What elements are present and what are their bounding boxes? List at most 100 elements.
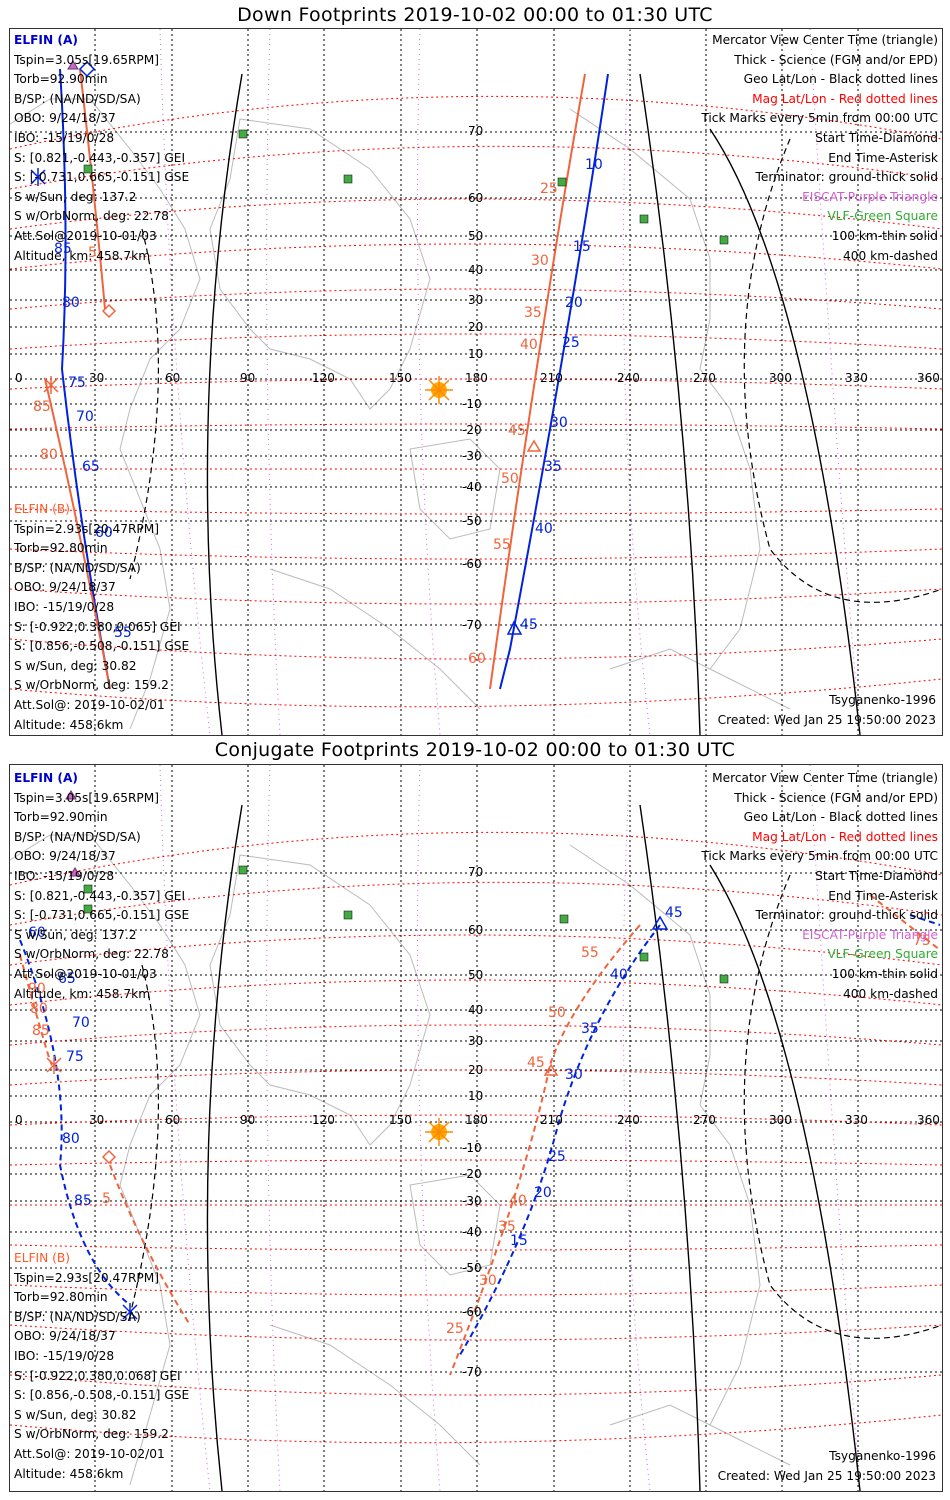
track-label: 15 [510,1233,528,1249]
legend-item: Start Time-Diamond [815,868,938,883]
info-line: S: [-0.731,0.665,-0.151] GSE [14,170,190,185]
lon-tick: 180 [465,371,488,385]
track-label: 50 [548,1005,566,1021]
legend-item: 100 km-thin solid [831,228,938,243]
track-label: 45 [520,617,538,633]
lon-tick: 30 [89,371,105,385]
track-label: 25 [548,1149,566,1165]
track-label: 70 [72,1015,90,1031]
elfin-a-info: ELFIN (A) Tspin=3.05s[19.65RPM] Torb=92.… [14,769,189,1004]
elfin-a-header: ELFIN (A) [14,771,78,785]
info-line: S: [-0.922,0.380,0.065] GEI [14,619,181,634]
legend-item: Thick - Science (FGM and/or EPD) [734,790,938,805]
info-line: Att.Sol@: 2019-10-02/01 [14,697,165,712]
lat-tick: -60 [462,557,482,571]
eiscat-triangle [69,867,81,877]
lat-tick: 40 [468,263,484,277]
legend-item: EISCAT-Purple Triangle [802,189,938,204]
lat-tick: -50 [462,514,482,528]
vlf-square [719,235,729,245]
info-line: B/SP: (NA/ND/SD/SA) [14,829,141,844]
lat-tick: 30 [468,1034,484,1048]
track-label: 15 [573,239,591,255]
elfin-a-info: ELFIN (A) Tspin=3.05s[19.65RPM] Torb=92.… [14,31,189,266]
info-line: IBO: -15/19/0/28 [14,130,115,145]
track-label: 45 [508,423,526,439]
legend-item: Start Time-Diamond [815,130,938,145]
vlf-square [639,214,649,224]
lon-tick: 180 [465,1113,488,1127]
track-label: 60 [28,925,46,941]
track-label: 40 [520,337,538,353]
legend-item: Geo Lat/Lon - Black dotted lines [743,72,938,87]
lat-tick: -30 [462,449,482,463]
lat-tick: -50 [462,1261,482,1275]
legend-item: 400 km-dashed [843,986,938,1001]
lon-tick: 240 [617,1113,640,1127]
lat-tick: -10 [462,397,482,411]
elfin-b-end-asterisk [46,1056,62,1074]
lon-tick: 300 [769,371,792,385]
lon-tick: 120 [312,371,335,385]
terminator [206,73,861,735]
info-line: OBO: 9/24/18/37 [14,111,116,126]
lon-tick: 330 [845,371,868,385]
vlf-square [557,177,567,187]
info-line: S: [0.821,-0.443,-0.357] GEI [14,150,186,165]
elfin-b-center-triangle [526,439,542,452]
elfin-b-info: ELFIN (B) Tspin=2.93s[20.47RPM] Torb=92.… [14,500,189,735]
track-label: 65 [82,459,100,475]
track-label: 30 [479,1273,497,1289]
mag-meridians [159,29,861,735]
info-line: B/SP: (NA/ND/SD/SA) [14,91,141,106]
legend-item: 400 km-dashed [843,248,938,263]
lon-tick: 150 [389,1113,412,1127]
terminator [206,804,861,1491]
track-label: 40 [535,521,553,537]
info-line: S w/OrbNorm, deg: 22.78 [14,947,169,962]
track-label: 40 [509,1193,527,1209]
vlf-square [719,974,729,984]
info-line: IBO: -15/19/0/28 [14,1348,115,1363]
info-line: Tspin=2.93s[20.47RPM] [14,521,160,536]
track-label: 5 [88,245,97,261]
track-label: 80 [40,447,58,463]
track-label: 75 [66,1049,84,1065]
legend-item: Thick - Science (FGM and/or EPD) [734,52,938,67]
legend-item: Mag Lat/Lon - Red dotted lines [752,829,938,844]
elfin-a-center-triangle [651,915,669,930]
eiscat-triangle [67,60,79,70]
created-date: Created: Wed Jan 25 19:50:00 2023 [717,1469,936,1483]
lat-tick: 50 [468,968,484,982]
elfin-a-end-asterisk [122,1303,138,1321]
elfin-a-end-asterisk [30,168,46,186]
lat-tick: -20 [462,1167,482,1181]
lat-tick: 70 [468,865,484,879]
info-line: S w/Sun, deg: 30.82 [14,1407,137,1422]
info-line: OBO: 9/24/18/37 [14,580,116,595]
info-line: Torb=92.90min [14,72,108,87]
info-line: Tspin=3.05s[19.65RPM] [14,790,160,805]
track-label: 55 [493,537,511,553]
elfin-b-header: ELFIN (B) [14,502,70,516]
track-label: 30 [565,1067,583,1083]
track-label: 85 [74,1193,92,1209]
legend-item: Tick Marks every 5min from 00:00 UTC [701,849,938,864]
geo-grid [10,765,942,1491]
track-label: 40 [610,967,628,983]
lat-tick: 70 [468,124,484,138]
elfin-b-end-asterisk [43,376,59,394]
elfin-a-track [59,68,609,690]
info-line: S w/OrbNorm, deg: 159.2 [14,1427,169,1442]
info-line: Torb=92.80min [14,1290,108,1305]
model-name: Tsyganenko-1996 [829,693,936,707]
legend-item: VLF-Green Square [827,209,938,224]
lon-tick: 360 [917,1113,940,1127]
track-label: 10 [585,157,603,173]
legend-item: Mercator View Center Time (triangle) [712,33,938,47]
legend-item: Terminator: ground-thick solid [755,908,938,923]
lat-tick: -10 [462,1141,482,1155]
info-line: Torb=92.90min [14,810,108,825]
info-line: Altitude, km: 458.7km [14,986,151,1001]
sun-icon [425,1118,453,1146]
